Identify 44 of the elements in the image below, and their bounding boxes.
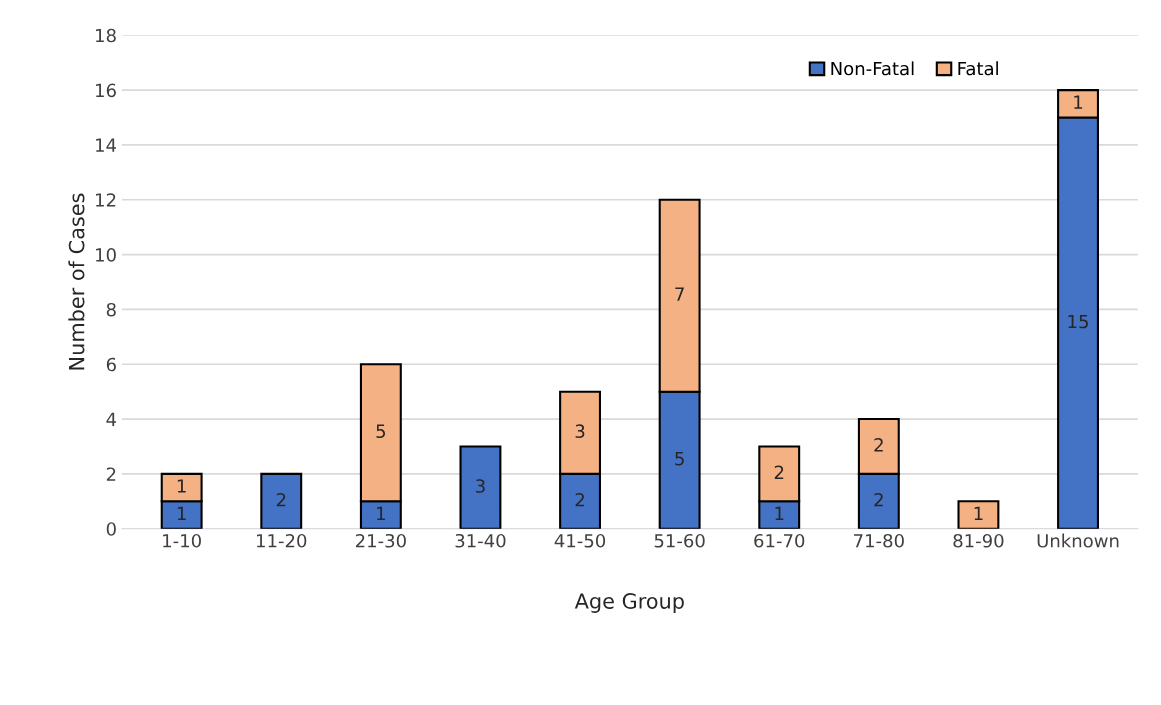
legend-label: Fatal	[958, 61, 998, 76]
data-label: 5	[675, 452, 684, 466]
data-label: 1	[377, 506, 385, 521]
x-tick-label: 71-80	[854, 533, 904, 548]
data-label: 1	[177, 506, 186, 521]
y-tick-label: 6	[106, 357, 116, 372]
data-label: 1	[974, 506, 983, 521]
x-tick-label: 1-10	[163, 533, 201, 548]
data-label: 2	[276, 492, 286, 507]
x-axis-title: Age Group	[574, 593, 684, 613]
data-label: 3	[476, 479, 485, 493]
data-label: 2	[774, 465, 784, 479]
data-label: 2	[575, 492, 584, 507]
bar	[260, 472, 303, 529]
x-tick-label: 11-20	[257, 533, 307, 548]
x-tick-label: 31-40	[455, 533, 506, 548]
y-tick-label: 2	[106, 467, 116, 481]
y-tick-label: 16	[96, 83, 116, 98]
x-tick-label: 51-60	[654, 533, 705, 548]
data-label: 3	[575, 424, 585, 439]
y-axis-title: Number of Cases	[68, 193, 85, 370]
data-label: 1	[775, 506, 784, 521]
x-tick-label: 81-90	[953, 533, 1004, 548]
data-label: 1	[1074, 95, 1083, 109]
data-label: 5	[376, 424, 386, 439]
legend-label: Non-Fatal	[831, 61, 914, 76]
y-tick-label: 14	[96, 138, 117, 152]
bar	[459, 445, 502, 529]
x-tick-label: Unknown	[1037, 533, 1119, 548]
data-label: 2	[874, 438, 883, 452]
y-tick-label: 12	[96, 193, 116, 207]
data-label: 2	[874, 492, 883, 507]
x-tick-label: 21-30	[355, 533, 406, 548]
y-tick-label: 4	[106, 412, 117, 426]
y-tick-label: 10	[96, 248, 116, 262]
bar	[957, 500, 1000, 529]
y-tick-label: 18	[96, 28, 116, 43]
x-tick-label: 61-70	[754, 533, 805, 548]
y-tick-label: 8	[106, 302, 116, 317]
data-label: 1	[177, 479, 186, 493]
x-tick-label: 41-50	[554, 533, 606, 548]
y-tick-label: 0	[106, 522, 116, 536]
data-label: 7	[675, 287, 684, 301]
data-label: 15	[1068, 314, 1088, 329]
